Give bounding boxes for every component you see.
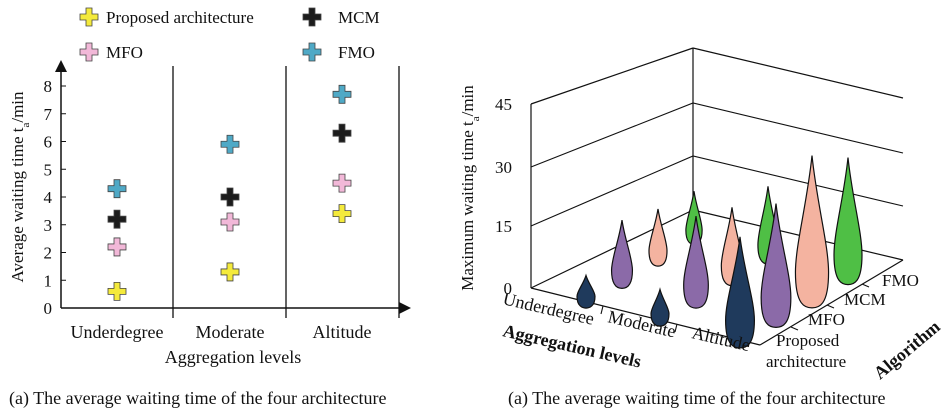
legend-label-proposed: Proposed architecture [106, 8, 254, 27]
violin-violin_mfo [760, 203, 792, 328]
legend-item-mfo: MFO [79, 42, 143, 62]
scatter-chart-average-waiting-time: Proposed architecture MCM MFO FMO 0 1 2 3 4 5… [8, 7, 411, 409]
back-wall [530, 47, 904, 289]
legend-label-mcm: MCM [338, 8, 380, 27]
y-tick-label: 2 [44, 244, 53, 263]
legend: Proposed architecture MCM MFO FMO [79, 7, 380, 62]
legend-marker-proposed [79, 7, 99, 27]
gridlines [530, 102, 904, 227]
violins [576, 155, 863, 349]
floor-edges [530, 259, 904, 346]
legend-item-proposed: Proposed architecture [79, 7, 254, 27]
y-tick-label: 4 [44, 188, 53, 207]
data-point-fmo [220, 134, 240, 154]
y-tick-label: 0 [44, 299, 53, 318]
z-tick-label: 0 [504, 279, 513, 298]
data-point-mfo [107, 237, 127, 257]
x-axis-ticks [600, 305, 678, 333]
legend-item-fmo: FMO [302, 42, 375, 62]
y-tick-label: 3 [44, 216, 53, 235]
algorithm-tick-label: MCM [844, 290, 886, 309]
x-tick-label: Underdegree [71, 322, 164, 342]
algorithm-tick-labels: FMO MCM MFO Proposed architecture [766, 271, 919, 371]
data-point-fmo [332, 84, 352, 104]
x-tick-labels: Underdegree Moderate Altitude [71, 322, 372, 342]
z-tick-label: 15 [495, 217, 512, 236]
caption-right: (a) The average waiting time of the four… [508, 388, 885, 409]
algorithm-axis-ticks [790, 283, 870, 331]
algorithm-tick-label-line-2: architecture [766, 352, 846, 371]
data-point-mcm [107, 209, 127, 229]
violin-violin_mcm [794, 155, 830, 309]
y-tick-label: 7 [44, 105, 53, 124]
y-tick-label: 5 [44, 160, 53, 179]
y-tick-label: 1 [44, 271, 53, 290]
legend-marker-fmo [302, 42, 322, 62]
y-axis-title: Maximum waiting time ta/min [458, 85, 482, 291]
legend-label-fmo: FMO [338, 43, 375, 62]
violin-violin_fmo [833, 157, 863, 286]
x-tick-label: Moderate [196, 322, 265, 342]
violin-violin_proposed [724, 236, 756, 349]
legend-item-mcm: MCM [302, 7, 380, 27]
violin-violin_mfo [610, 220, 634, 289]
violin-violin_proposed [576, 273, 596, 309]
legend-marker-mcm [302, 7, 322, 27]
algorithm-tick-label: FMO [882, 271, 919, 290]
algorithm-axis-title: Algorithm [870, 316, 944, 383]
data-points [107, 84, 352, 301]
y-tick-label: 6 [44, 133, 53, 152]
x-tick-label: Altitude [313, 322, 372, 342]
violin-violin_proposed [650, 287, 670, 327]
data-point-mfo [332, 173, 352, 193]
data-point-proposed [220, 262, 240, 282]
caption-left: (a) The average waiting time of the four… [9, 388, 386, 409]
violin-violin_mfo [683, 215, 709, 309]
violin-violin_mcm [648, 208, 668, 267]
data-point-mcm [332, 123, 352, 143]
data-point-proposed [332, 204, 352, 224]
z-tick-labels: 0 15 30 45 [495, 95, 512, 298]
z-tick-label: 30 [495, 158, 512, 177]
data-point-mfo [220, 212, 240, 232]
data-point-fmo [107, 179, 127, 199]
y-tick-label: 8 [44, 77, 53, 96]
y-tick-labels: 0 1 2 3 4 5 6 7 8 [44, 77, 66, 318]
algorithm-tick-label-line-1: Proposed [776, 331, 840, 350]
y-axis-title: Average waiting time ta/min [8, 91, 32, 283]
legend-marker-mfo [79, 42, 99, 62]
algorithm-tick-label: MFO [808, 310, 845, 329]
legend-label-mfo: MFO [106, 43, 143, 62]
x-axis-title: Aggregation levels [165, 347, 301, 367]
data-point-mcm [220, 187, 240, 207]
z-tick-label: 45 [495, 95, 512, 114]
data-point-proposed [107, 281, 127, 301]
